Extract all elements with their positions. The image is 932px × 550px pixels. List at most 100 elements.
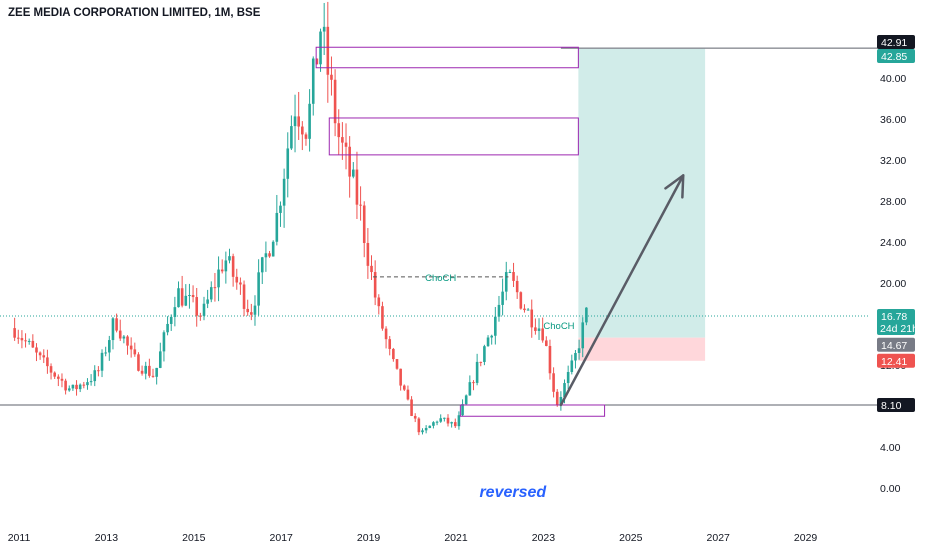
price-tag-entry-text: 14.67 (881, 340, 907, 352)
price-tag-line-top-text: 42.91 (881, 37, 907, 49)
candle-body (450, 422, 453, 424)
candle-body (173, 307, 177, 317)
price-tag-stop-bg (877, 353, 915, 368)
x-tick-label: 2025 (619, 532, 643, 544)
candle-body (46, 357, 49, 367)
stop-zone[interactable] (578, 337, 706, 361)
candle-body (548, 345, 552, 374)
candle-body (384, 328, 388, 340)
price-tag-entry-bg (877, 337, 915, 352)
candle-body (443, 417, 446, 419)
candle (548, 339, 552, 380)
candle-body (140, 370, 144, 374)
candle (173, 296, 177, 327)
demand-zone[interactable] (459, 404, 606, 417)
candle-body (373, 272, 377, 298)
candle-body (435, 421, 439, 423)
candle-body (585, 307, 588, 323)
candle (446, 414, 450, 427)
candle (155, 367, 158, 385)
candle (224, 251, 228, 284)
candle-body (475, 361, 479, 383)
y-tick-label: 24.00 (880, 237, 906, 249)
candle-body (352, 169, 355, 177)
candle (322, 2, 326, 56)
candle-body (195, 297, 199, 316)
candle (570, 354, 574, 375)
supply-zone-1[interactable] (315, 46, 579, 69)
candle-body (330, 74, 333, 80)
candle-body (359, 204, 362, 206)
candle (264, 241, 268, 272)
candle (377, 294, 381, 315)
candle-body (311, 58, 315, 104)
candle-body (35, 347, 38, 353)
candle (275, 194, 279, 246)
candle-body (566, 371, 570, 384)
candle-body (333, 79, 337, 124)
candle (57, 374, 60, 387)
x-tick-label: 2021 (444, 532, 468, 544)
candle (82, 381, 86, 389)
candle (253, 295, 257, 326)
supply-zone-2[interactable] (328, 117, 579, 156)
candle-body (581, 322, 585, 349)
candle-body (530, 309, 534, 328)
candle (530, 299, 534, 338)
candle-body (108, 340, 111, 353)
candle (319, 28, 322, 72)
candle (486, 335, 490, 347)
candle-body (515, 280, 519, 293)
candle (293, 94, 297, 153)
candle (97, 366, 100, 377)
candle-body (552, 373, 555, 392)
candle-body (64, 380, 67, 391)
price-tag-line-bottom: 8.10 (877, 397, 915, 412)
candle-body (399, 368, 402, 386)
candle (169, 314, 173, 331)
y-tick-label: 36.00 (880, 114, 906, 126)
candle-body (148, 365, 151, 376)
candle (111, 317, 115, 350)
candle-body (279, 205, 282, 213)
candle (126, 335, 129, 355)
candle (242, 280, 246, 317)
candle (581, 317, 585, 358)
candle-body (169, 316, 173, 324)
projection-arrow[interactable] (559, 174, 685, 407)
candle (166, 316, 169, 336)
candle (268, 250, 271, 258)
candle-body (217, 269, 220, 288)
candle-body (260, 257, 264, 273)
candle (148, 358, 151, 378)
candle-body (337, 123, 341, 138)
candle (53, 371, 56, 380)
candle-body (111, 318, 115, 341)
candle-body (453, 422, 457, 427)
x-tick-label: 2023 (532, 532, 556, 544)
candle (304, 132, 308, 146)
candle-body (512, 272, 515, 281)
candle-body (115, 318, 118, 331)
candle (475, 353, 479, 386)
candle (424, 425, 428, 434)
candle-body (228, 256, 231, 261)
candle (42, 349, 46, 364)
candle (490, 334, 493, 345)
candle-body (242, 284, 246, 309)
candle-body (129, 345, 133, 350)
candle (257, 259, 260, 316)
candle (399, 368, 402, 391)
target-zone[interactable] (578, 48, 706, 338)
candle-body (555, 391, 559, 406)
candle-body (166, 323, 169, 333)
candle (337, 109, 341, 155)
candle (279, 201, 282, 227)
candle-body (253, 305, 257, 315)
candle (38, 351, 42, 360)
candle (574, 350, 577, 369)
price-tag-target-text: 42.85 (881, 51, 907, 63)
candle (494, 306, 497, 345)
